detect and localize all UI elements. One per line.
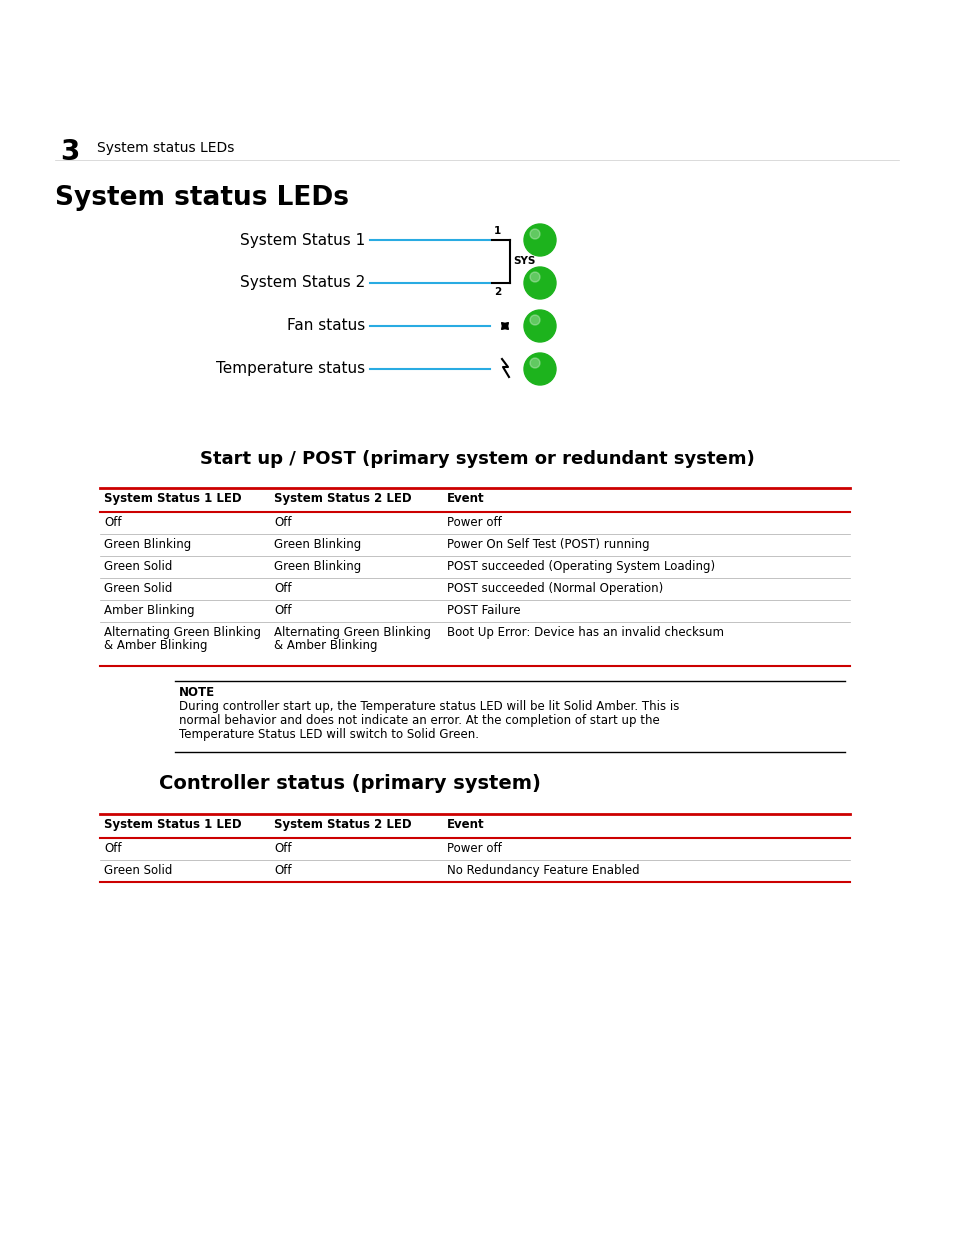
Text: Event: Event [447,492,484,505]
Text: No Redundancy Feature Enabled: No Redundancy Feature Enabled [447,864,639,877]
Text: Boot Up Error: Device has an invalid checksum: Boot Up Error: Device has an invalid che… [447,626,723,638]
Text: System Status 1: System Status 1 [239,232,365,247]
Circle shape [523,310,556,342]
Circle shape [530,315,539,325]
Text: 1: 1 [494,226,500,236]
Text: Alternating Green Blinking: Alternating Green Blinking [274,626,431,638]
Text: POST succeeded (Normal Operation): POST succeeded (Normal Operation) [447,582,662,595]
Text: System Status 2: System Status 2 [239,275,365,290]
Text: Off: Off [274,516,292,529]
Text: & Amber Blinking: & Amber Blinking [274,638,377,652]
Text: Off: Off [274,604,292,618]
Text: Event: Event [447,818,484,831]
Text: System Status 1 LED: System Status 1 LED [104,818,241,831]
Text: During controller start up, the Temperature status LED will be lit Solid Amber. : During controller start up, the Temperat… [179,700,679,713]
Text: Off: Off [274,582,292,595]
Text: Power off: Power off [447,842,501,855]
Text: Power On Self Test (POST) running: Power On Self Test (POST) running [447,538,649,551]
Text: 3: 3 [60,138,79,165]
Text: 2: 2 [494,287,500,296]
Text: Off: Off [104,842,121,855]
Circle shape [530,272,539,282]
Text: Temperature status: Temperature status [215,362,365,377]
Circle shape [523,224,556,256]
Text: Off: Off [104,516,121,529]
Circle shape [530,358,539,368]
Text: Off: Off [274,864,292,877]
Text: Power off: Power off [447,516,501,529]
Text: SYS: SYS [513,257,535,267]
Text: System Status 1 LED: System Status 1 LED [104,492,241,505]
Text: & Amber Blinking: & Amber Blinking [104,638,208,652]
Text: Fan status: Fan status [287,319,365,333]
Text: Green Solid: Green Solid [104,864,172,877]
Circle shape [523,267,556,299]
Text: Temperature Status LED will switch to Solid Green.: Temperature Status LED will switch to So… [179,727,478,741]
Text: Green Solid: Green Solid [104,559,172,573]
Text: System status LEDs: System status LEDs [55,185,349,211]
Text: Green Solid: Green Solid [104,582,172,595]
Text: normal behavior and does not indicate an error. At the completion of start up th: normal behavior and does not indicate an… [179,714,659,727]
Text: Off: Off [274,842,292,855]
Text: POST Failure: POST Failure [447,604,520,618]
Circle shape [530,228,539,240]
Text: POST succeeded (Operating System Loading): POST succeeded (Operating System Loading… [447,559,715,573]
Text: Green Blinking: Green Blinking [274,538,361,551]
Circle shape [523,353,556,385]
Text: System Status 2 LED: System Status 2 LED [274,818,411,831]
Text: Controller status (primary system): Controller status (primary system) [159,774,540,793]
Text: System Status 2 LED: System Status 2 LED [274,492,411,505]
Text: Start up / POST (primary system or redundant system): Start up / POST (primary system or redun… [199,450,754,468]
Circle shape [502,324,507,329]
Text: Green Blinking: Green Blinking [104,538,191,551]
Text: Green Blinking: Green Blinking [274,559,361,573]
Text: NOTE: NOTE [179,685,214,699]
Text: Amber Blinking: Amber Blinking [104,604,194,618]
Text: Alternating Green Blinking: Alternating Green Blinking [104,626,261,638]
Text: System status LEDs: System status LEDs [97,141,234,156]
